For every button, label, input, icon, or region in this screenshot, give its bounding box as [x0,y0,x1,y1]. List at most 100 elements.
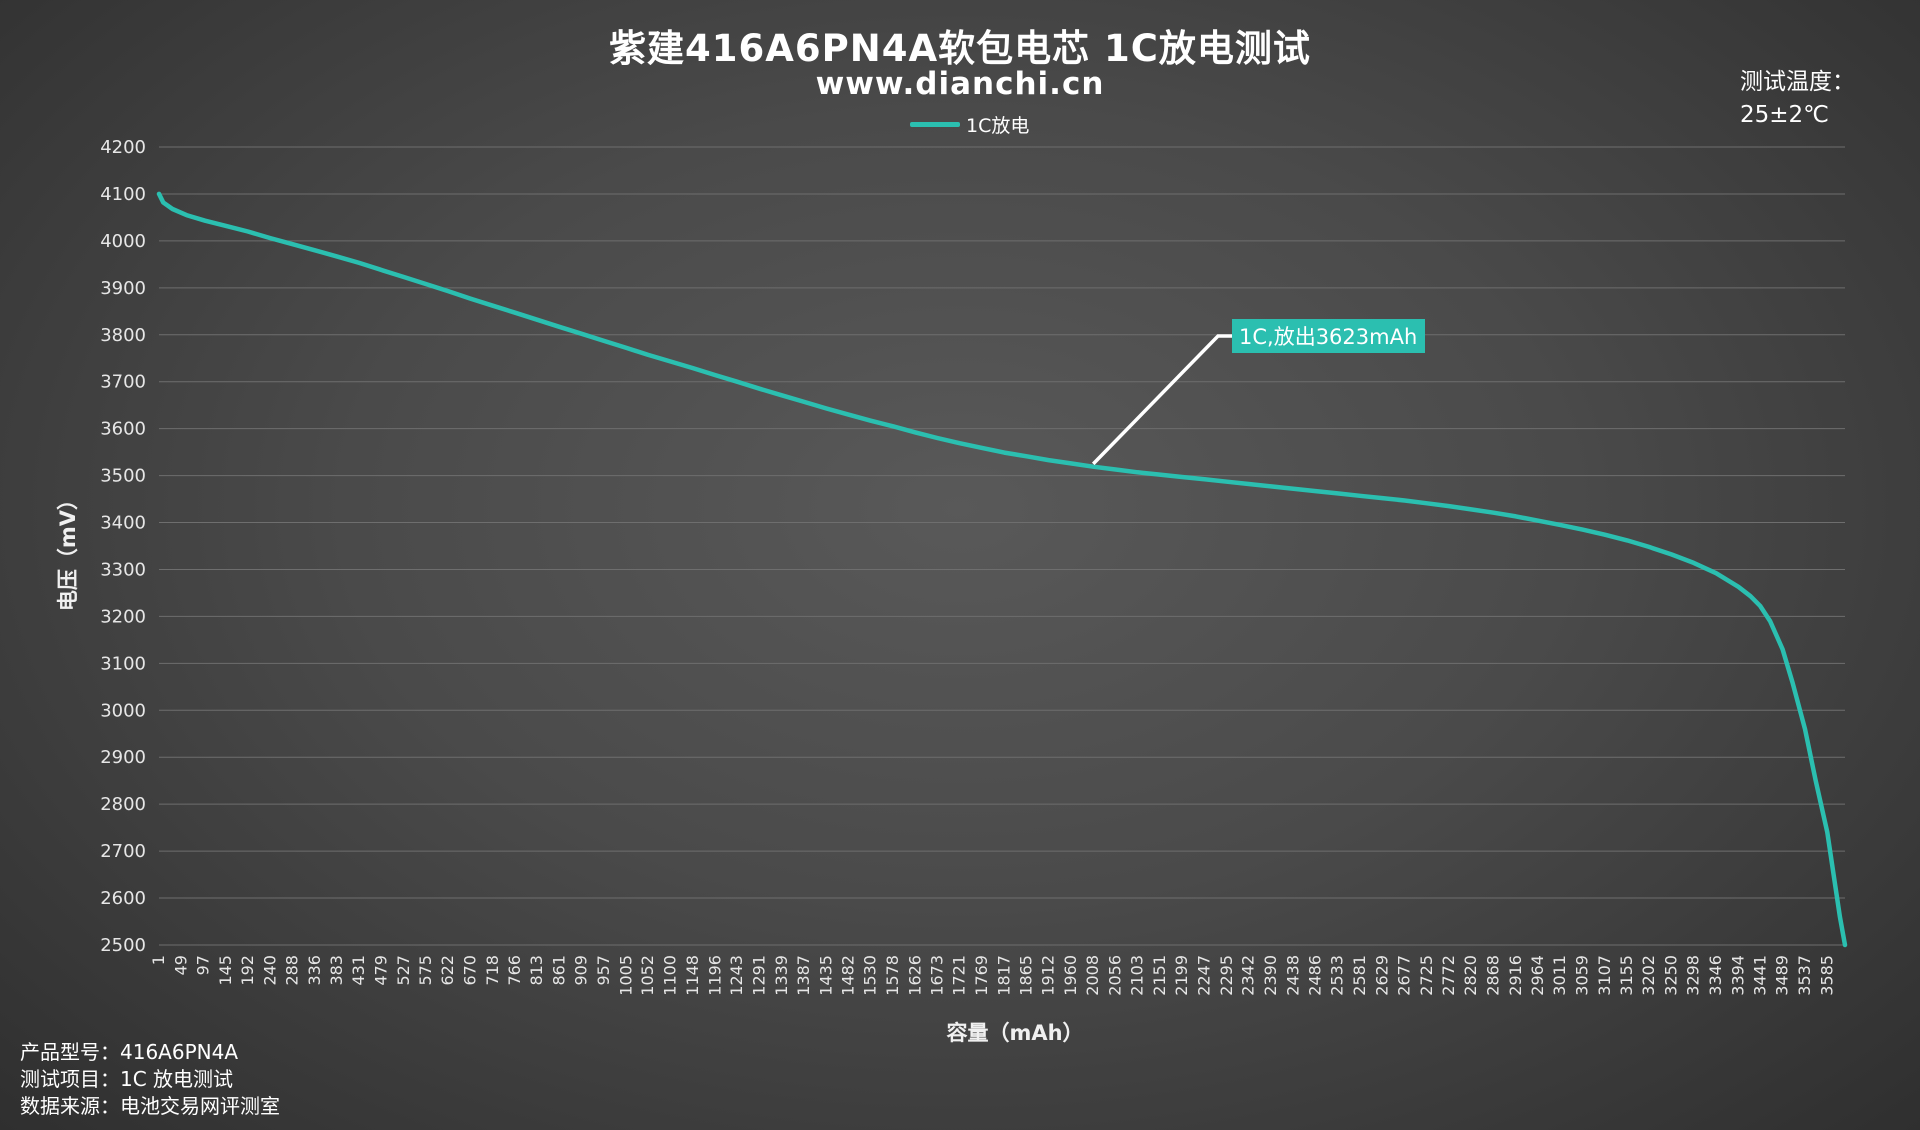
y-tick-label: 3100 [100,653,146,674]
y-tick-label: 2500 [100,935,146,956]
y-tick-label: 3800 [100,325,146,346]
x-tick-label: 3250 [1661,955,1680,996]
x-tick-label: 3298 [1684,955,1703,996]
x-tick-label: 575 [416,955,435,986]
series-line [156,191,1848,948]
y-tick-label: 3900 [100,278,146,299]
legend-swatch [910,121,960,127]
x-tick-label: 1387 [794,955,813,996]
x-tick-label: 1005 [616,955,635,996]
x-tick-label: 3489 [1773,955,1792,996]
x-tick-label: 3585 [1817,955,1836,996]
x-tick-label: 527 [394,955,413,986]
x-tick-label: 1 [149,955,168,965]
x-tick-label: 957 [594,955,613,986]
x-tick-label: 3107 [1595,955,1614,996]
x-tick-label: 2581 [1350,955,1369,996]
footer-test-item: 测试项目：1C 放电测试 [20,1067,234,1091]
x-tick-label: 1960 [1061,955,1080,996]
y-tick-label: 3500 [100,466,146,487]
x-tick-label: 1865 [1017,955,1036,996]
x-tick-label: 1148 [683,955,702,996]
x-tick-label: 1100 [661,955,680,996]
x-tick-label: 1817 [994,955,1013,996]
footer-source: 数据来源：电池交易网评测室 [20,1094,280,1118]
x-tick-label: 3346 [1706,955,1725,996]
x-tick-label: 2008 [1083,955,1102,996]
x-tick-label: 479 [372,955,391,986]
x-tick-label: 718 [483,955,502,986]
x-tick-label: 97 [194,955,213,975]
x-tick-label: 383 [327,955,346,986]
y-tick-label: 3300 [100,559,146,580]
footer-notes: 产品型号：416A6PN4A 测试项目：1C 放电测试 数据来源：电池交易网评测… [20,1039,280,1120]
y-tick-label: 2600 [100,888,146,909]
y-tick-label: 3600 [100,419,146,440]
x-tick-label: 336 [305,955,324,986]
y-tick-label: 4100 [100,184,146,205]
footer-model: 产品型号：416A6PN4A [20,1040,239,1064]
x-tick-label: 1291 [749,955,768,996]
x-tick-label: 2677 [1395,955,1414,996]
grid-lines [159,146,1845,946]
x-tick-label: 2056 [1106,955,1125,996]
legend: 1C放电 [910,112,1029,137]
y-tick-label: 3200 [100,606,146,627]
x-tick-label: 2916 [1506,955,1525,996]
x-tick-label: 1435 [817,955,836,996]
x-tick-label: 3441 [1750,955,1769,996]
x-tick-label: 622 [438,955,457,986]
series-layer [156,191,1848,948]
x-tick-label: 1482 [838,955,857,996]
x-tick-label: 1721 [950,955,969,996]
y-axis-ticks: 4200 4100 4000 3900 3800 3700 3600 3500 3400 3300… [100,137,146,956]
x-tick-label: 1912 [1039,955,1058,996]
x-axis-title: 容量（mAh） [946,1021,1083,1045]
annotation-leader-line [1091,334,1232,466]
x-tick-label: 2820 [1461,955,1480,996]
x-tick-label: 1769 [972,955,991,996]
y-tick-label: 2900 [100,747,146,768]
x-tick-label: 2964 [1528,955,1547,996]
x-tick-label: 240 [260,955,279,986]
y-tick-label: 4200 [100,137,146,158]
x-tick-label: 1578 [883,955,902,996]
x-tick-label: 1626 [905,955,924,996]
y-tick-label: 2700 [100,841,146,862]
x-tick-label: 1673 [927,955,946,996]
x-tick-label: 2247 [1194,955,1213,996]
x-tick-label: 2868 [1484,955,1503,996]
x-tick-label: 2342 [1239,955,1258,996]
x-tick-label: 861 [549,955,568,986]
x-tick-label: 2486 [1306,955,1325,996]
x-tick-label: 2295 [1217,955,1236,996]
x-tick-label: 670 [460,955,479,986]
x-tick-label: 2103 [1127,955,1146,996]
x-tick-label: 909 [572,955,591,986]
x-tick-label: 3537 [1795,955,1814,996]
x-tick-label: 3011 [1550,955,1569,996]
x-tick-label: 2725 [1417,955,1436,996]
x-tick-label: 2390 [1261,955,1280,996]
y-tick-label: 3000 [100,700,146,721]
x-tick-label: 1052 [638,955,657,996]
x-tick-label: 3155 [1617,955,1636,996]
chart-title: 紫建416A6PN4A软包电芯 1C放电测试 [609,27,1311,70]
x-tick-label: 3059 [1572,955,1591,996]
x-tick-label: 192 [238,955,257,986]
temperature-label: 测试温度： [1740,69,1855,95]
annotation-box [1232,319,1425,353]
y-tick-label: 2800 [100,794,146,815]
x-tick-label: 431 [349,955,368,986]
x-tick-label: 288 [283,955,302,986]
x-tick-label: 813 [527,955,546,986]
x-tick-label: 1243 [727,955,746,996]
temperature-value: 25±2℃ [1740,102,1830,128]
x-tick-label: 1339 [772,955,791,996]
y-tick-label: 3700 [100,372,146,393]
annotation: 1C,放出3623mAh [1091,319,1425,466]
x-tick-label: 2199 [1172,955,1191,996]
x-tick-label: 145 [216,955,235,986]
x-tick-label: 766 [505,955,524,986]
